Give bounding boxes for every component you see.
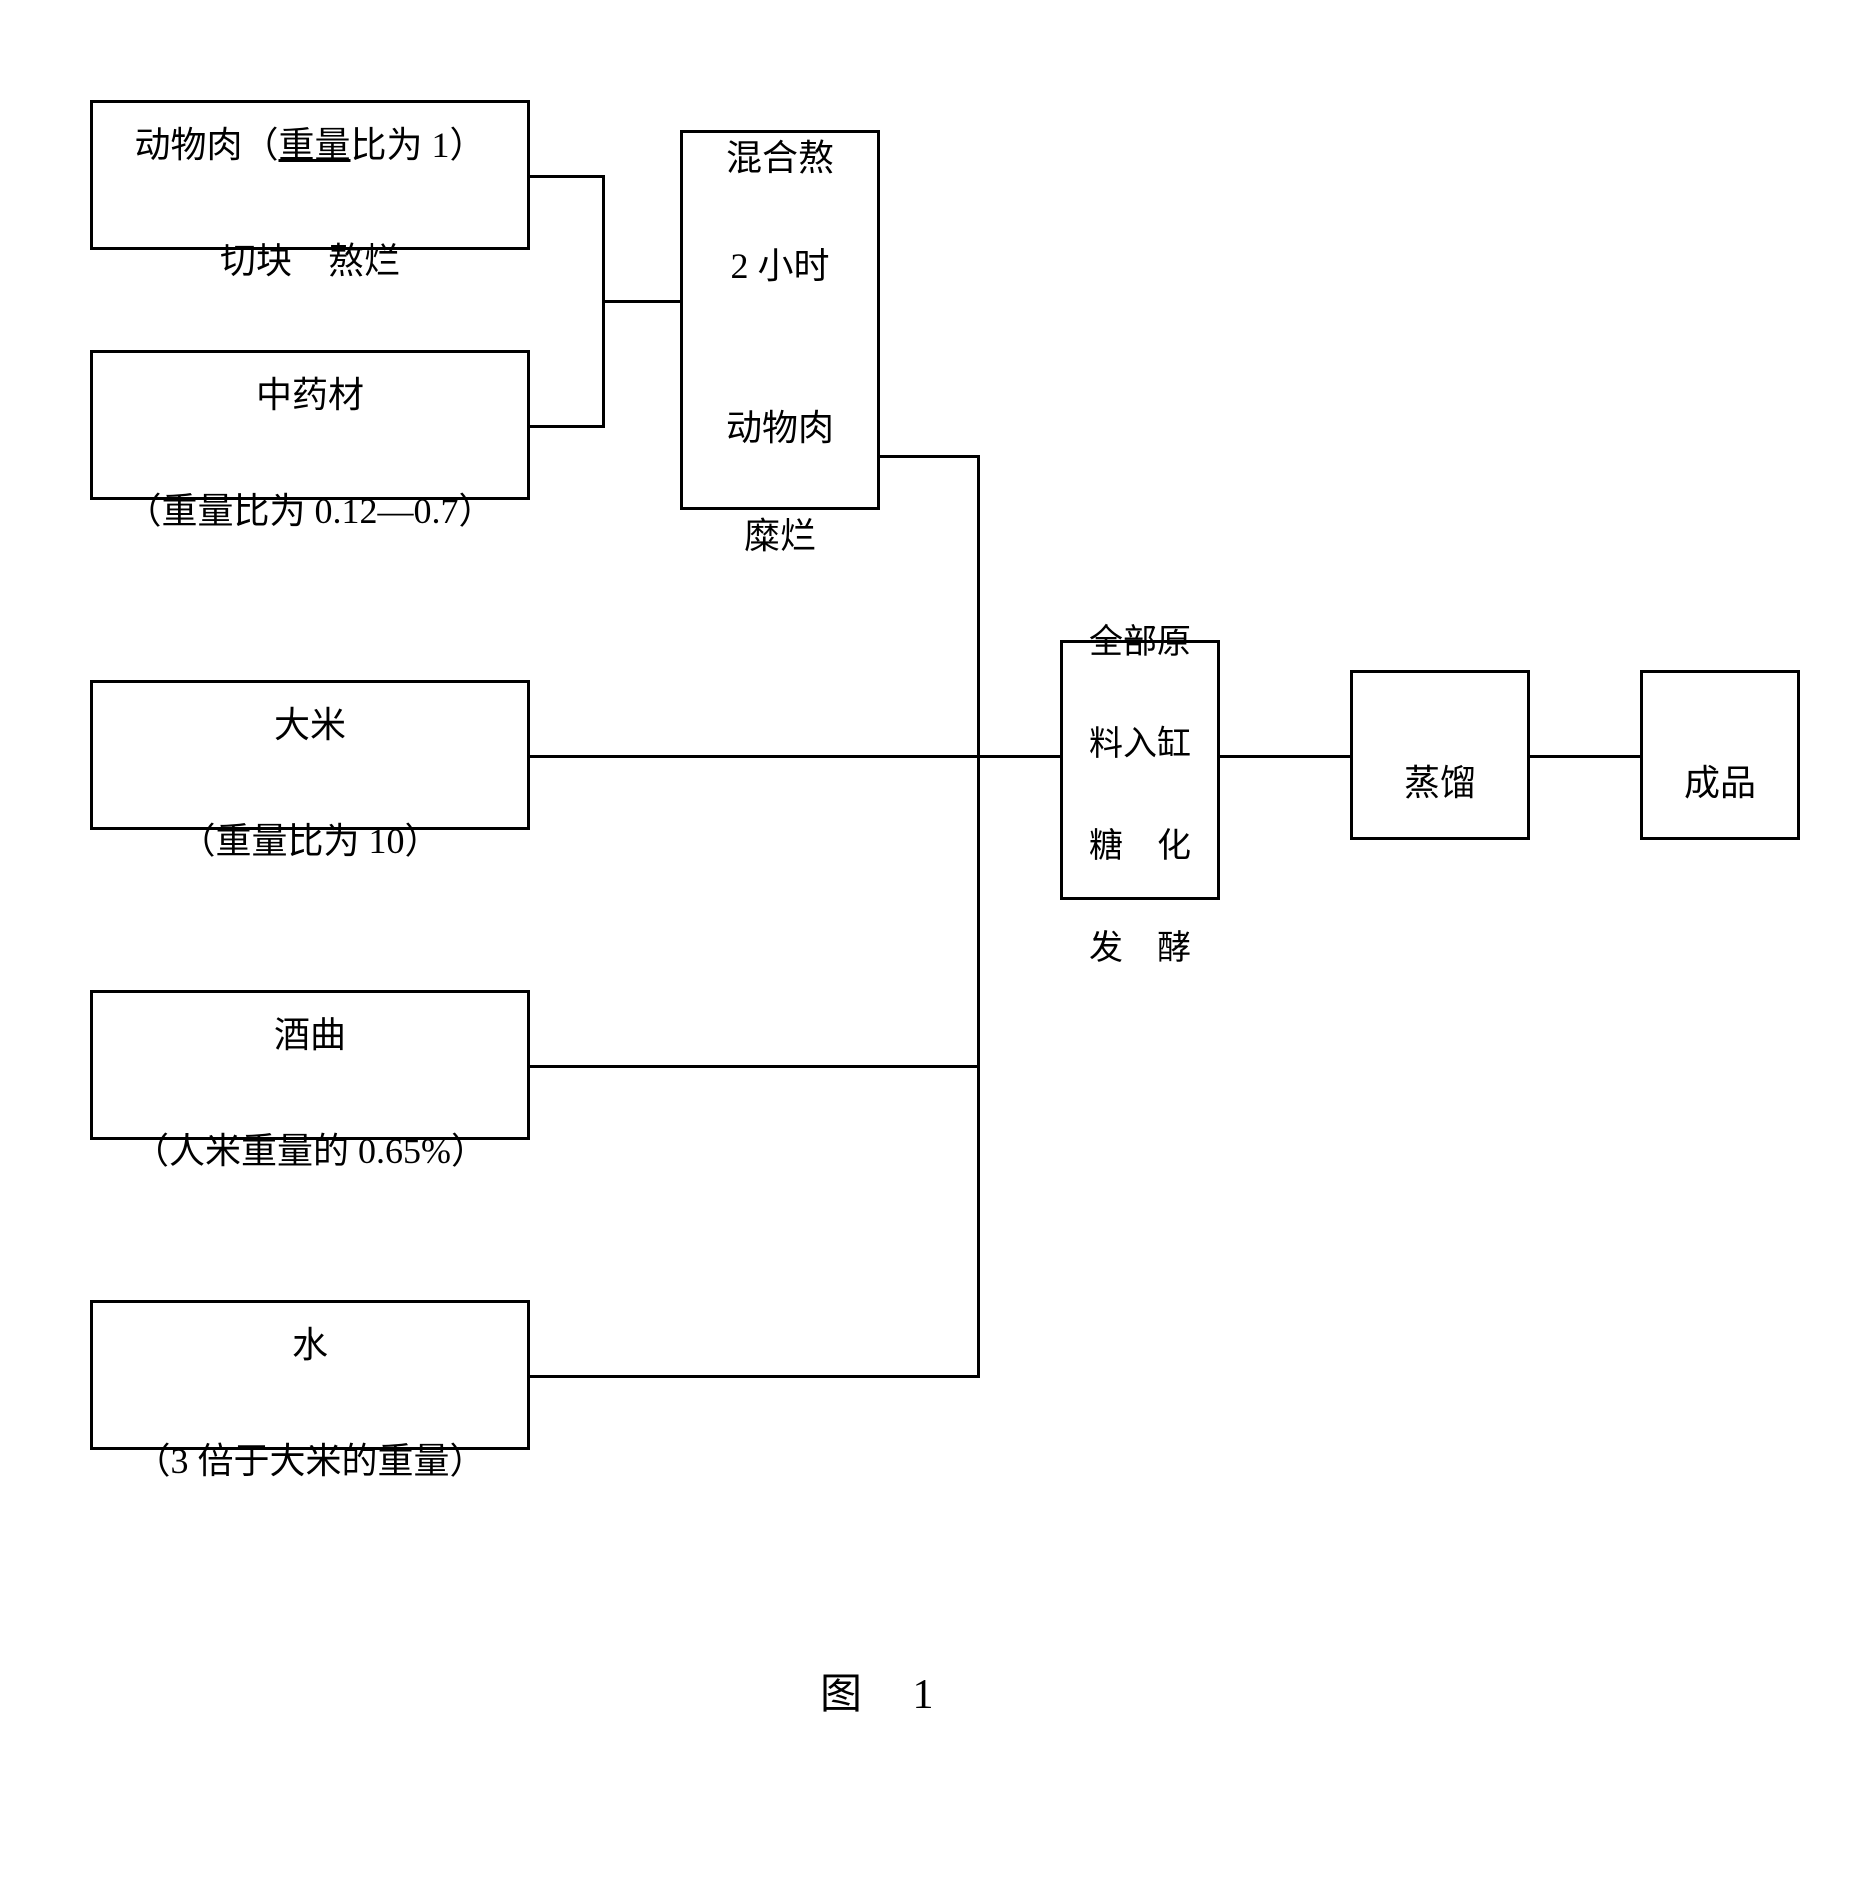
connector-line (530, 175, 605, 178)
box-water: 水 （3 倍于大米的重量） (90, 1300, 530, 1450)
box-rice-text: 大米 （重量比为 10） (179, 640, 440, 870)
box-product: 成品 (1640, 670, 1800, 840)
box-water-text: 水 （3 倍于大米的重量） (134, 1260, 485, 1490)
connector-line (977, 455, 980, 755)
box-distillation-text: 蒸馏 (1404, 697, 1476, 812)
connector-line (1220, 755, 1350, 758)
connector-line (530, 1065, 980, 1068)
connector-line (530, 1375, 980, 1378)
flowchart-diagram: 动物肉（重量比为 1） 切块 熬烂 中药材 （重量比为 0.12—0.7） 混合… (40, 60, 1810, 1820)
box-fermentation-text: 全部原 料入缸 糖 化 发 酵 (1089, 566, 1191, 974)
box-product-text: 成品 (1684, 697, 1756, 812)
box-distillation: 蒸馏 (1350, 670, 1530, 840)
box-animal-meat: 动物肉（重量比为 1） 切块 熬烂 (90, 100, 530, 250)
connector-line (977, 755, 980, 1378)
connector-line (880, 455, 980, 458)
box-fermentation: 全部原 料入缸 糖 化 发 酵 (1060, 640, 1220, 900)
connector-line (1530, 755, 1640, 758)
figure-caption: 图 1 (820, 1660, 954, 1721)
connector-line (530, 755, 1060, 758)
box-rice: 大米 （重量比为 10） (90, 680, 530, 830)
connector-line (530, 425, 605, 428)
box-herbs-text: 中药材 （重量比为 0.12—0.7） (125, 310, 494, 540)
connector-line (602, 300, 680, 303)
box-mix: 混合熬 2 小时 动物肉 糜烂 (680, 130, 880, 510)
box-herbs: 中药材 （重量比为 0.12—0.7） (90, 350, 530, 500)
box-yeast: 酒曲 （人米重量的 0.65%） (90, 990, 530, 1140)
box-yeast-text: 酒曲 （人米重量的 0.65%） (133, 950, 487, 1180)
box-mix-text: 混合熬 2 小时 动物肉 糜烂 (726, 77, 834, 563)
box-animal-meat-text: 动物肉（重量比为 1） 切块 熬烂 (134, 60, 485, 290)
